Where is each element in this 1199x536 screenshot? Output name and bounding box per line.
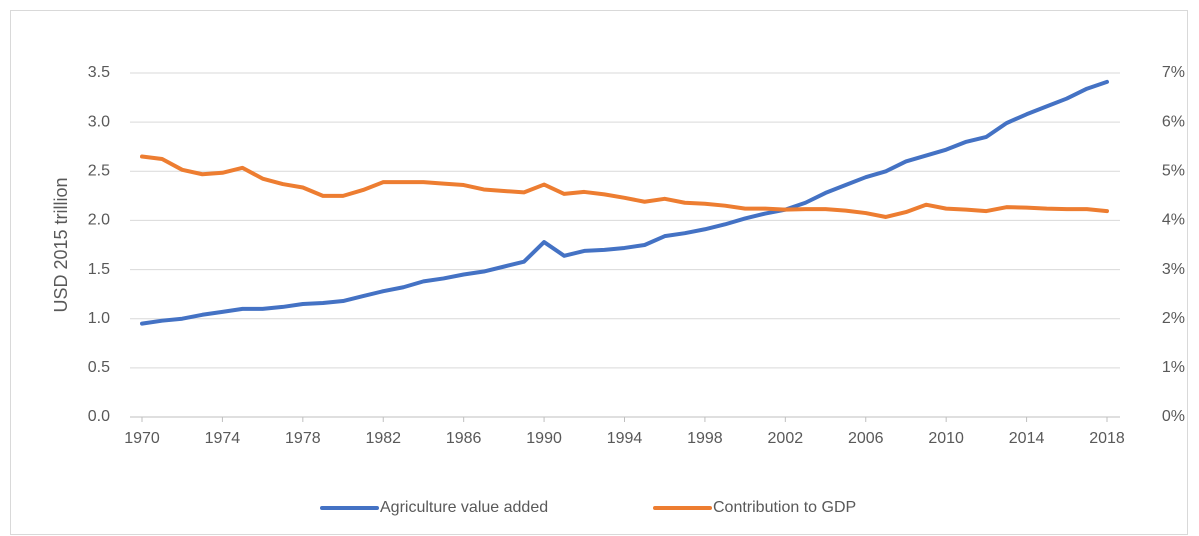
x-tick-label: 2018 — [1089, 430, 1125, 447]
x-tick-label: 1998 — [687, 430, 723, 447]
x-tick-label: 1990 — [526, 430, 562, 447]
y-tick-label: 3.5 — [88, 64, 110, 81]
y2-tick-label: 5% — [1162, 163, 1185, 180]
y2-tick-label: 1% — [1162, 359, 1185, 376]
x-tick-label: 1978 — [285, 430, 321, 447]
y2-tick-label: 2% — [1162, 310, 1185, 327]
y2-tick-label: 4% — [1162, 212, 1185, 229]
line-series — [140, 154, 1109, 219]
y-tick-label: 0.0 — [88, 408, 110, 425]
x-tick-label: 1974 — [205, 430, 241, 447]
legend-label: Agriculture value added — [380, 499, 548, 516]
y-tick-label: 1.5 — [88, 261, 110, 278]
y-axis-title: USD 2015 trillion — [51, 177, 71, 312]
x-tick-label: 2010 — [928, 430, 964, 447]
x-tick-label: 2014 — [1009, 430, 1045, 447]
y2-tick-label: 7% — [1162, 64, 1185, 81]
legend-label: Contribution to GDP — [713, 499, 856, 516]
x-tick-label: 1986 — [446, 430, 482, 447]
y2-tick-label: 6% — [1162, 113, 1185, 130]
y-tick-label: 0.5 — [88, 359, 110, 376]
line-series — [140, 79, 1109, 326]
y-tick-label: 1.0 — [88, 310, 110, 327]
x-tick-label: 1994 — [607, 430, 643, 447]
x-tick-label: 2002 — [768, 430, 804, 447]
x-tick-label: 1970 — [124, 430, 160, 447]
y2-tick-label: 3% — [1162, 261, 1185, 278]
y-tick-label: 3.0 — [88, 113, 110, 130]
y2-tick-label: 0% — [1162, 408, 1185, 425]
x-tick-label: 1982 — [365, 430, 401, 447]
x-tick-label: 2006 — [848, 430, 884, 447]
y-tick-label: 2.5 — [88, 163, 110, 180]
y-tick-label: 2.0 — [88, 212, 110, 229]
chart-border — [10, 10, 1188, 535]
